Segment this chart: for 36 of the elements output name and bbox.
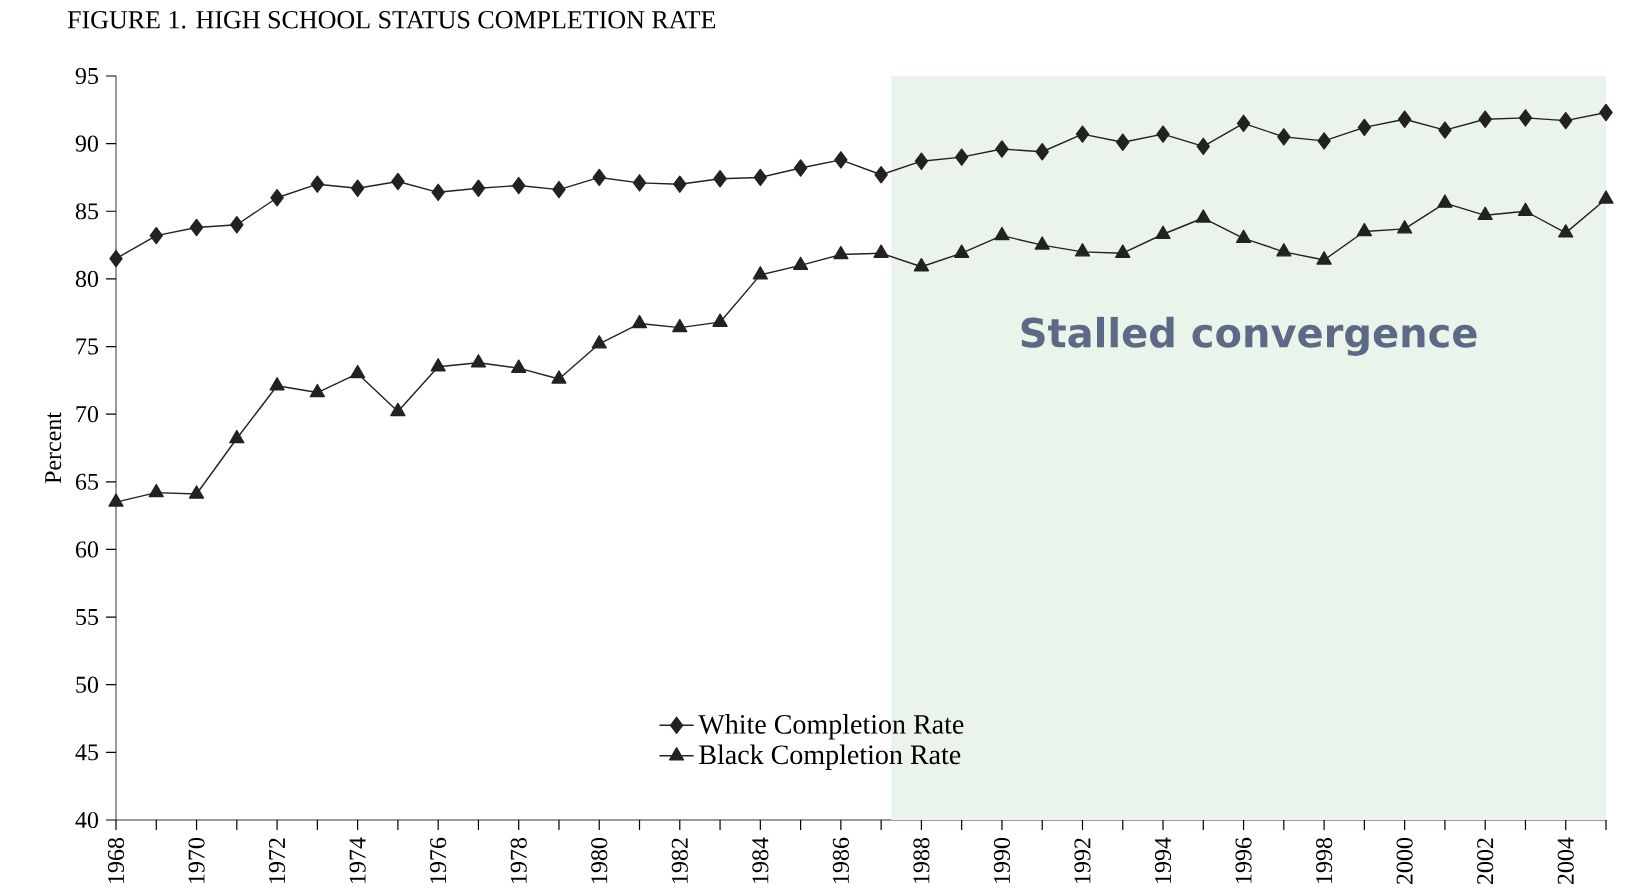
x-tick-label: 2004 xyxy=(1557,837,1574,884)
x-tick-label: 1968 xyxy=(107,837,125,883)
x-tick-label: 1978 xyxy=(510,837,527,883)
x-tick-label: 2002 xyxy=(1477,838,1494,884)
x-tick-label: 1994 xyxy=(1154,837,1172,883)
y-tick-label: 70 xyxy=(76,406,99,423)
legend-label: White Completion Rate xyxy=(698,714,964,740)
legend-label: Black Completion Rate xyxy=(699,744,961,770)
y-tick-label: 40 xyxy=(75,811,99,829)
band-label: Stalled convergence xyxy=(1021,316,1477,356)
chart-title: FIGURE 1. HIGH SCHOOL STATUS COMPLETION RATE xyxy=(67,11,716,29)
x-tick-label: 1972 xyxy=(269,838,286,883)
y-tick-label: 95 xyxy=(75,67,99,85)
y-tick-label: 75 xyxy=(76,338,99,355)
x-tick-label: 1988 xyxy=(913,837,930,883)
x-tick-label: 1990 xyxy=(993,837,1011,883)
y-tick-label: 45 xyxy=(75,744,99,761)
x-tick-label: 1998 xyxy=(1316,837,1333,883)
x-tick-label: 1986 xyxy=(832,837,849,883)
y-axis-title: Percent xyxy=(45,412,62,484)
x-tick-label: 1974 xyxy=(349,837,366,883)
x-tick-label: 1996 xyxy=(1235,837,1252,883)
x-tick-label: 1980 xyxy=(591,837,608,883)
x-tick-label: 1982 xyxy=(671,838,688,883)
y-tick-label: 90 xyxy=(75,135,99,152)
y-tick-label: 65 xyxy=(75,473,99,490)
y-tick-label: 85 xyxy=(75,203,99,220)
y-tick-label: 50 xyxy=(76,676,99,693)
y-tick-label: 55 xyxy=(76,609,99,626)
x-tick-label: 1976 xyxy=(430,837,447,883)
x-tick-label: 1970 xyxy=(188,837,205,883)
y-tick-label: 60 xyxy=(75,541,99,558)
x-tick-label: 1992 xyxy=(1074,838,1091,883)
x-tick-label: 2000 xyxy=(1396,837,1413,884)
y-tick-label: 80 xyxy=(75,270,99,287)
x-tick-label: 1984 xyxy=(752,837,769,883)
